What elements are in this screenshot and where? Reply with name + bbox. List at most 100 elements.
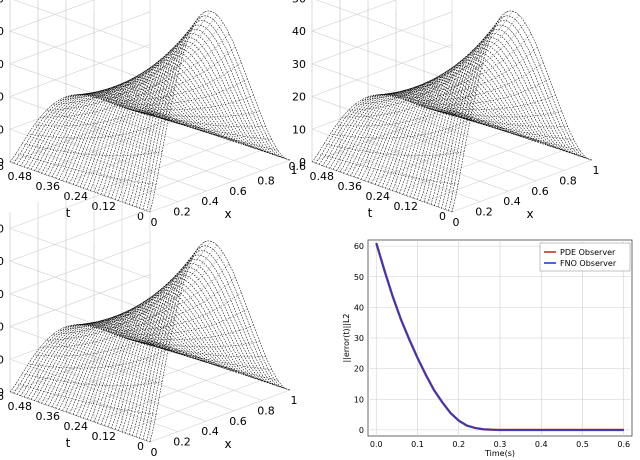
surface-line: [107, 287, 249, 428]
surface-line: [143, 110, 284, 158]
surface-line: [22, 143, 163, 156]
y-tick-label: 0: [359, 426, 364, 435]
surface-line: [441, 24, 582, 209]
surface-line: [434, 33, 575, 206]
floor-gridline: [423, 120, 565, 171]
legend-box: [539, 242, 631, 272]
surface-line: [48, 318, 189, 406]
x-tick-label: 0.8: [559, 174, 577, 187]
surface-line: [132, 263, 273, 436]
floor-gridline: [65, 359, 207, 413]
z-tick-label: 20: [292, 91, 306, 104]
floor-gridline: [93, 369, 235, 423]
surface-line: [48, 88, 189, 176]
wall-gridline: [311, 76, 453, 130]
floor-gridline: [93, 360, 235, 412]
floor-gridline: [9, 339, 151, 393]
surface-line: [409, 57, 551, 198]
floor-gridline: [149, 159, 291, 213]
x-tick-label: 0.0: [370, 440, 383, 449]
wall-gridline: [9, 176, 151, 229]
x-tick-label: 0.6: [531, 185, 549, 198]
wall-gridline: [9, 44, 151, 97]
x-tick-label: 0.4: [503, 195, 521, 208]
z-axis-ticks: 0 10 20 30 40 50: [0, 222, 4, 399]
x-tick-label: 0.4: [201, 425, 219, 438]
surface-line: [111, 284, 252, 429]
z-axis-ticks: 0 10 20 30 40 50: [292, 0, 306, 169]
wall-gridline: [9, 228, 151, 279]
floor-gridline: [37, 119, 179, 173]
x-tick-label: 0.2: [173, 436, 191, 449]
wall-gridline: [311, 96, 453, 147]
surface-line: [62, 313, 203, 411]
surface-line: [125, 108, 266, 128]
surface-line: [343, 89, 484, 174]
x-axis-label: x: [224, 437, 231, 451]
wall-gridline: [311, 63, 453, 115]
wall-gridline: [9, 241, 151, 295]
z-tick-label: 20: [0, 91, 4, 104]
surface-line: [118, 277, 259, 431]
surface-line: [119, 106, 260, 118]
x-tick-label: 0.2: [475, 206, 493, 219]
surface-line: [149, 240, 291, 443]
surface-line: [58, 84, 200, 180]
surface-line: [41, 89, 182, 174]
surface-line: [346, 89, 488, 175]
z-tick-label: 20: [0, 321, 4, 334]
surface-line: [16, 153, 157, 185]
t-tick-label: 0.48: [8, 170, 33, 183]
series-line-1: [375, 242, 624, 431]
x-tick-label: 1: [291, 394, 298, 407]
surface-line: [40, 63, 181, 118]
x-axis-label: x: [526, 207, 533, 221]
z-tick-label: 50: [0, 222, 4, 235]
surface-line: [330, 118, 471, 139]
x-tick-label: 0.1: [411, 440, 424, 449]
surface-line: [430, 37, 572, 205]
surface-line: [55, 315, 196, 409]
floor-gridline: [93, 139, 235, 193]
surface-line: [22, 373, 163, 386]
y-tick-label: 10: [354, 395, 364, 404]
surface-line: [44, 319, 186, 405]
surface-line: [34, 91, 175, 171]
floor-gridline: [65, 129, 207, 183]
t-axis-ticks: 0.60.480.360.240.12 0: [289, 160, 447, 223]
surface-line: [44, 89, 186, 175]
surface-line: [402, 62, 544, 195]
x-tick-label: 0.3: [494, 440, 507, 449]
t-tick-label: 0.48: [310, 170, 335, 183]
surface-line: [420, 47, 561, 201]
surface-line: [427, 40, 568, 204]
x-tick-label: 0.5: [576, 440, 589, 449]
x-axis-label: x: [224, 207, 231, 221]
x-axis-ticks: 0 0.2 0.4 0.6 0.8 1: [453, 164, 600, 229]
surface-line: [399, 64, 540, 194]
floor-gridline: [121, 379, 263, 433]
wall-gridline: [9, 326, 151, 377]
surface-line: [445, 110, 586, 158]
z-tick-label: 10: [292, 123, 306, 136]
floor-gridline: [395, 139, 537, 193]
surface-back-walls: [9, 160, 291, 443]
surface-line: [125, 338, 266, 358]
floor-gridline: [395, 130, 537, 182]
wall-gridline: [311, 44, 453, 97]
t-axis-label: t: [66, 436, 71, 450]
floor-gridline: [149, 389, 291, 443]
surface-line: [76, 307, 217, 416]
surface-line: [451, 10, 593, 213]
surface-line: [37, 320, 179, 403]
surface-line: [28, 118, 169, 139]
surface-mesh: [311, 10, 593, 213]
surface-line: [93, 67, 235, 193]
surface-line: [324, 143, 465, 156]
surface-line: [20, 93, 161, 166]
y-tick-label: 60: [354, 242, 364, 251]
surface-line: [427, 108, 568, 128]
z-tick-label: 0: [0, 386, 4, 399]
surface-line: [23, 323, 165, 398]
surface-line: [62, 83, 203, 181]
